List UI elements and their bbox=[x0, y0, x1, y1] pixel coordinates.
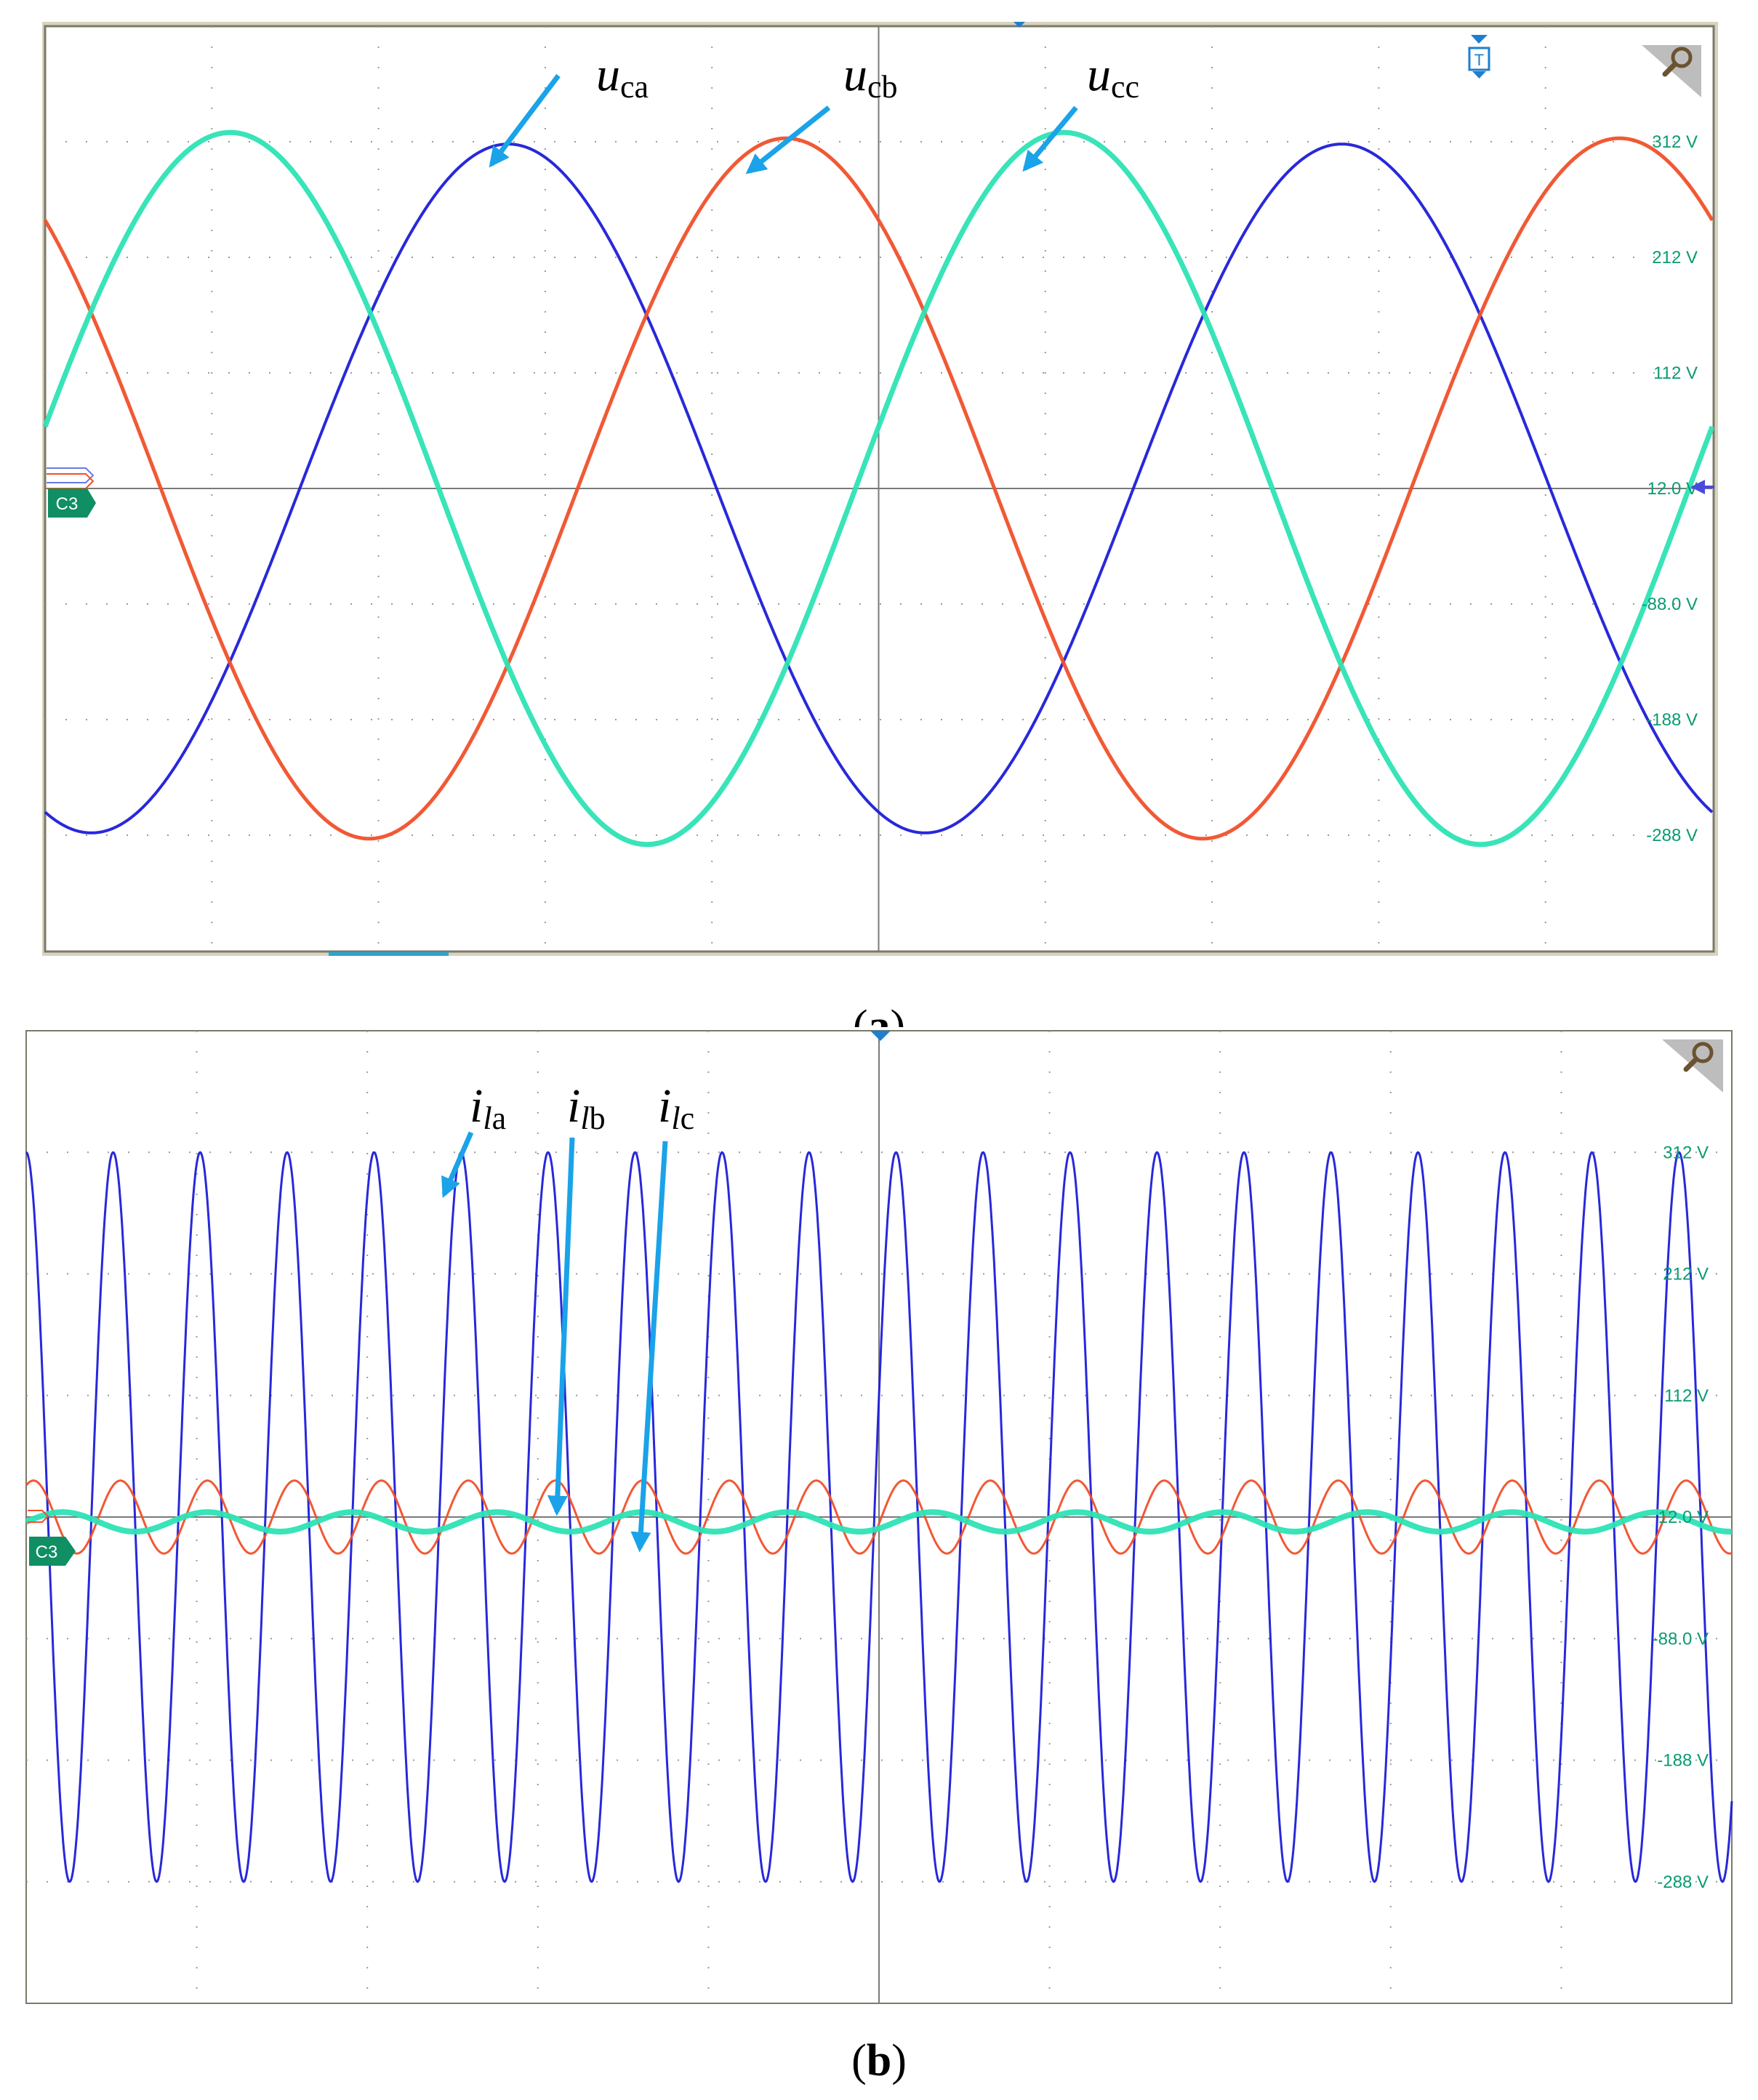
panel-a-grid bbox=[45, 26, 1712, 951]
y-tick-label: 12.0 V bbox=[1647, 479, 1698, 499]
channel-marker-icon[interactable]: C3 bbox=[28, 1510, 76, 1566]
panel-a-series bbox=[42, 129, 1715, 848]
panel-b-y-axis-labels: 312 V 212 V 112 V 12.0 V -88.0 V -188 V -288 V bbox=[1653, 1143, 1709, 1892]
y-tick-label: 312 V bbox=[1652, 132, 1698, 152]
panel-b-series bbox=[24, 1151, 1734, 1883]
series-line-u-ca bbox=[44, 142, 1714, 834]
y-tick-label: 212 V bbox=[1652, 248, 1698, 267]
y-tick-label: -188 V bbox=[1657, 1751, 1709, 1771]
series-annotation-label: ilc bbox=[658, 1079, 694, 1136]
series-annotation-label: ilb bbox=[567, 1079, 606, 1136]
reference-level-arrow-icon bbox=[1690, 480, 1705, 494]
annotation-arrow bbox=[441, 1131, 474, 1199]
series-annotation-label: ucb bbox=[843, 48, 898, 105]
top-position-marker-icon bbox=[870, 1031, 891, 1041]
panel-a-annotations: uca ucb ucc bbox=[489, 48, 1139, 174]
trigger-marker-icon[interactable]: T bbox=[1468, 35, 1490, 79]
series-line-i-la bbox=[25, 1151, 1733, 1883]
trigger-marker-label: T bbox=[1474, 51, 1484, 69]
annotation-arrow bbox=[1022, 105, 1078, 172]
panel-b: 312 V 212 V 112 V 12.0 V -88.0 V -188 V -288 V… bbox=[23, 1027, 1735, 2006]
channel-marker-label: C3 bbox=[56, 494, 79, 514]
y-tick-label: -88.0 V bbox=[1653, 1629, 1709, 1649]
y-tick-label: -88.0 V bbox=[1642, 595, 1698, 614]
series-line-u-cc bbox=[42, 129, 1715, 848]
zoom-corner-icon[interactable] bbox=[1642, 45, 1701, 97]
series-annotation-label: uca bbox=[596, 48, 649, 105]
y-tick-label: 112 V bbox=[1664, 1386, 1709, 1406]
timebase-scrollbar[interactable] bbox=[329, 952, 449, 956]
panel-a-y-axis-labels: 312 V 212 V 112 V 12.0 V -88.0 V -188 V -288 V bbox=[1642, 132, 1698, 845]
zoom-corner-icon[interactable] bbox=[1662, 1039, 1723, 1093]
y-tick-label: 212 V bbox=[1663, 1265, 1709, 1284]
series-annotation-label: ucc bbox=[1087, 48, 1139, 105]
annotation-arrow bbox=[489, 73, 561, 168]
top-position-marker-icon bbox=[1014, 22, 1025, 28]
annotation-arrow bbox=[630, 1140, 668, 1553]
annotation-arrow bbox=[547, 1137, 575, 1516]
magnifier-icon bbox=[1683, 1042, 1714, 1072]
magnifier-icon bbox=[1662, 47, 1693, 77]
y-tick-label: -188 V bbox=[1646, 710, 1698, 730]
panel-b-annotations: ila ilb ilc bbox=[441, 1079, 694, 1553]
series-line-i-lb bbox=[25, 1479, 1733, 1555]
y-tick-label: 312 V bbox=[1663, 1143, 1709, 1162]
panel-a: 312 V 212 V 112 V 12.0 V -88.0 V -188 V -288 V… bbox=[42, 22, 1718, 956]
y-tick-label: 112 V bbox=[1653, 363, 1698, 383]
series-annotation-label: ila bbox=[470, 1079, 506, 1136]
channel-marker-icon[interactable]: C3 bbox=[47, 467, 96, 518]
channel-marker-label: C3 bbox=[36, 1542, 58, 1562]
annotation-arrow bbox=[745, 105, 831, 174]
series-line-u-cb bbox=[43, 136, 1714, 841]
y-tick-label: 12.0 V bbox=[1658, 1508, 1709, 1527]
panel-b-caption: (b) bbox=[851, 2036, 907, 2085]
series-line-i-lc bbox=[24, 1509, 1734, 1535]
y-tick-label: -288 V bbox=[1657, 1872, 1709, 1892]
y-tick-label: -288 V bbox=[1646, 826, 1698, 845]
